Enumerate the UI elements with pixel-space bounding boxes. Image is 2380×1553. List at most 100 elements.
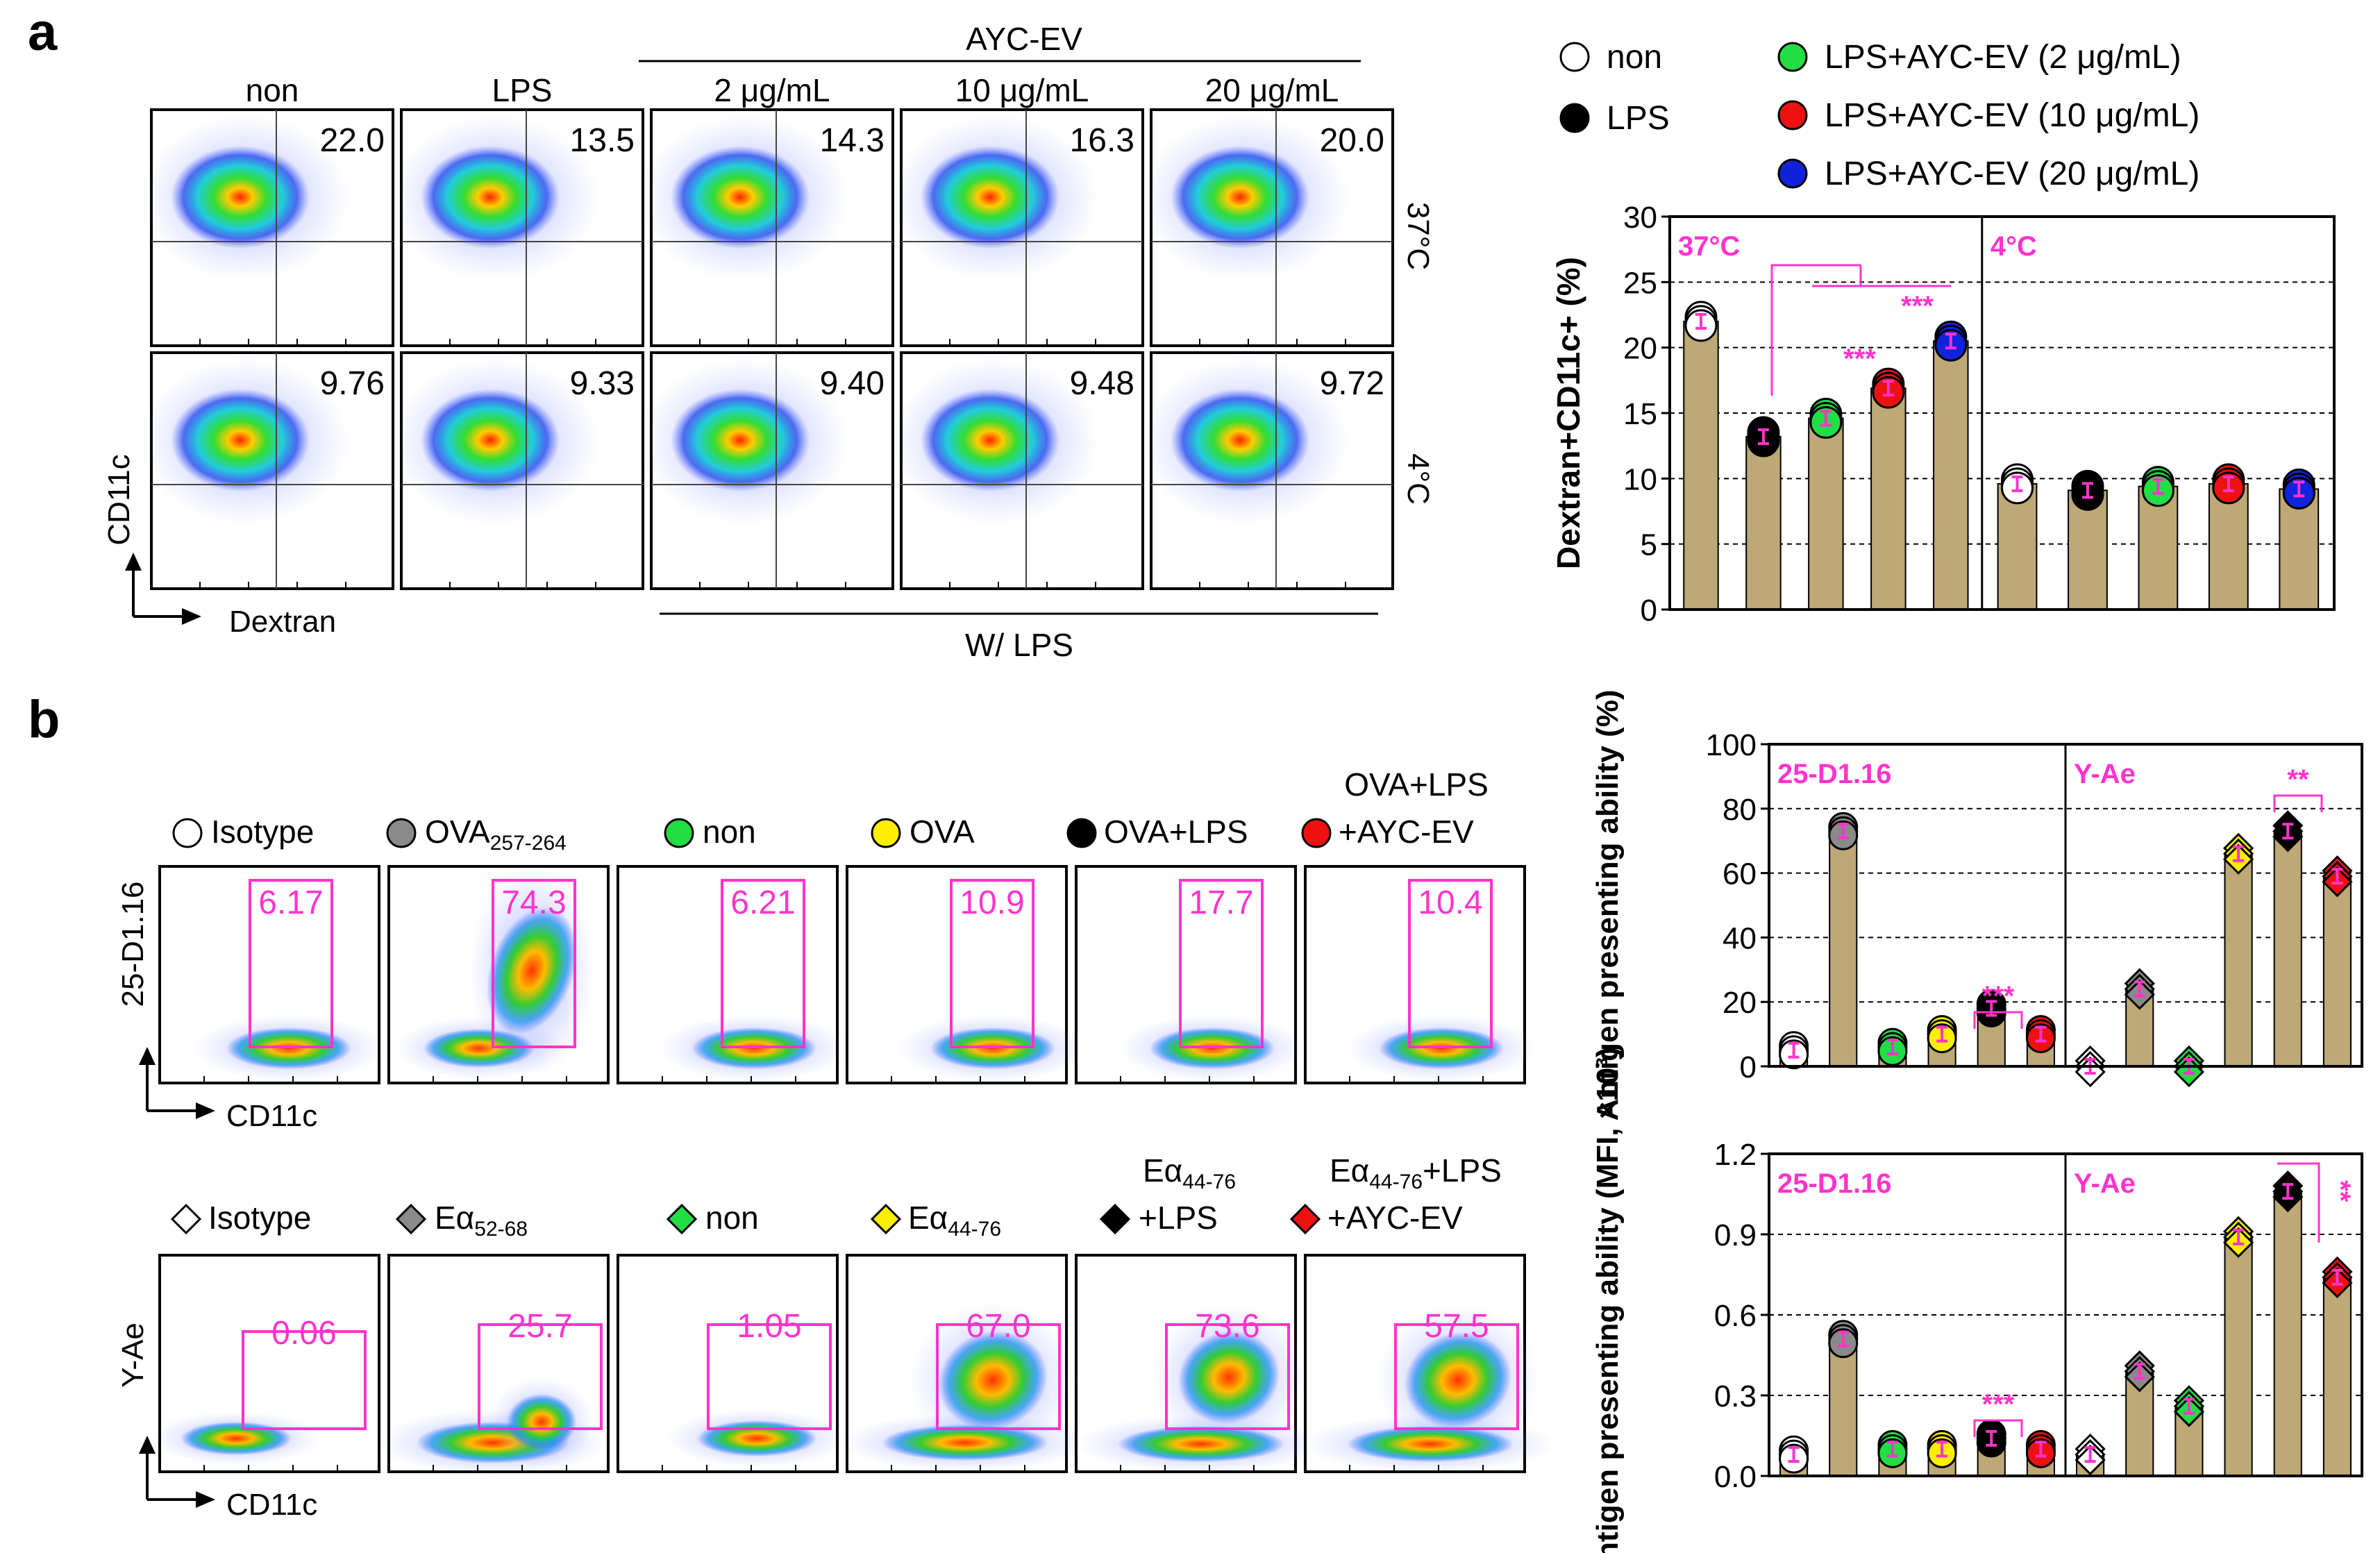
row2-y-axis-label: Y-Ae <box>116 1323 150 1388</box>
flow-value-a-r0-c3: 16.3 <box>1070 122 1134 159</box>
panel-a-x-axis-label: Dextran <box>229 605 336 639</box>
section-label-0: 25-D1.16 <box>1777 1168 1892 1199</box>
legend-isotype-marker <box>172 818 203 848</box>
plot-frame <box>1768 743 2363 1068</box>
legend2-ea44-text: Eα <box>908 1200 948 1236</box>
dextran-bar-chart: 0 5 10 15 20 25 30 37°C 4°C Dextran+CD11c+ (%) ***… <box>1550 201 2336 628</box>
y-axis-label: Antigen presenting ability (MFI, ×10³) <box>1591 1047 1625 1553</box>
row1-legend: Isotype OVA257-264 non OVA OVA+LPS OVA+L… <box>172 766 1489 855</box>
y-axis-label: Dextran+CD11c+ (%) <box>1550 257 1586 569</box>
y-tick-label: 0.0 <box>1714 1460 1757 1494</box>
flow-value-a-r0-c1: 13.5 <box>570 122 635 159</box>
y-tick-label: 100 <box>1706 728 1757 762</box>
legend2-isotype-label: Isotype <box>208 1200 311 1236</box>
legend2-ea44-label: Eα44-76 <box>908 1200 1001 1241</box>
flow-gate <box>1179 879 1264 1048</box>
antigen-presenting-percent-chart: 0 20 40 60 80 100 25-D1.16 Y-Ae Antigen presenti… <box>1591 690 2363 1120</box>
flow-plot-b-r0-c5: 10.4 <box>1304 865 1535 1084</box>
legend-a-label-0: non <box>1607 39 1662 76</box>
flow-density-blob <box>486 907 578 1034</box>
row1-x-axis-label: CD11c <box>226 1099 317 1133</box>
flow-plot-a-r0-c2: 14.3 <box>641 108 894 347</box>
legend2-ea44-lps-ayc-line2: +AYC-EV <box>1327 1200 1463 1236</box>
sig-bracket <box>1973 1011 2023 1029</box>
y-tick-label: 0.6 <box>1714 1299 1757 1333</box>
flow-value-b-r0-c2: 6.21 <box>730 884 795 921</box>
flow-density-blob <box>1347 1426 1514 1462</box>
section-label-0: 25-D1.16 <box>1777 759 1892 789</box>
flow-plot-a-r1-c2: 9.40 <box>641 351 894 590</box>
flow-plot-b-r1-c2: 1.05 <box>617 1254 846 1473</box>
flow-value-b-r0-c4: 17.7 <box>1189 884 1253 921</box>
flow-density-blob <box>938 1330 1048 1430</box>
y-tick-label: 1.2 <box>1714 1138 1757 1172</box>
y-tick-label: 20 <box>1623 332 1657 366</box>
y-tick-label: 5 <box>1641 528 1657 562</box>
flow-density-blob <box>181 1422 292 1455</box>
row2-legend: Isotype Eα52-68 non Eα44-76 Eα44-76 +LPS… <box>170 1152 1502 1241</box>
legend-ova-peptide-label: OVA257-264 <box>425 814 567 855</box>
column-label-0: non <box>246 72 299 108</box>
y-tick-label: 20 <box>1723 986 1757 1020</box>
column-label-3: 10 μg/mL <box>955 72 1089 108</box>
bar <box>1808 417 1844 611</box>
section-label-1: Y-Ae <box>2074 759 2136 789</box>
legend-non-label: non <box>703 814 756 850</box>
flow-density-blob <box>671 389 810 492</box>
panel-a-y-axis-label: CD11c <box>102 454 136 545</box>
bar <box>2273 1191 2302 1477</box>
flow-plot-b-r0-c1: 74.3 <box>387 865 610 1084</box>
flow-gate <box>242 1330 367 1430</box>
bar <box>2273 830 2302 1068</box>
flow-plot-a-r1-c4: 9.72 <box>1141 351 1394 590</box>
y-tick-label: 80 <box>1723 793 1757 827</box>
legend-ova-lps-ayc-marker <box>1301 818 1332 848</box>
legend2-ea44-lps-ayc-subscript: 44-76 <box>1369 1170 1423 1193</box>
legend2-ea44-subscript: 44-76 <box>948 1218 1001 1241</box>
flow-plot-b-r0-c3: 10.9 <box>846 865 1087 1084</box>
flow-value-a-r1-c4: 9.72 <box>1320 365 1384 402</box>
flow-density-blob <box>171 389 310 492</box>
flow-gate <box>1408 879 1493 1048</box>
flow-plot-a-r0-c0: 22.0 <box>141 108 394 347</box>
row2-x-axis-label: CD11c <box>226 1488 317 1522</box>
legend-a-marker-3 <box>1777 100 1808 131</box>
legend-a-label-2: LPS+AYC-EV (2 μg/mL) <box>1825 39 2181 76</box>
flow-plot-b-r0-c0: 6.17 <box>158 865 383 1084</box>
flow-gate <box>721 879 805 1048</box>
row-label-37c: 37°C <box>1401 202 1435 270</box>
flow-plot-b-r0-c2: 6.21 <box>617 865 848 1084</box>
column-label-2: 2 μg/mL <box>714 72 830 108</box>
flow-value-b-r0-c3: 10.9 <box>959 884 1024 921</box>
section-label-0: 37°C <box>1678 231 1740 262</box>
row2-axis-arrows <box>139 1436 215 1508</box>
w-lps-label: W/ LPS <box>965 627 1073 663</box>
flow-value-a-r1-c1: 9.33 <box>570 365 635 402</box>
column-label-4: 20 μg/mL <box>1205 72 1339 108</box>
legend-isotype-label: Isotype <box>211 814 314 850</box>
panel-a-flow-grid: non LPS 2 μg/mL 10 μg/mL 20 μg/mL 22.0 13.5 14.… <box>141 72 1394 590</box>
flow-gate <box>707 1323 832 1430</box>
flow-plot-a-r1-c1: 9.33 <box>391 351 644 590</box>
flow-value-b-r0-c1: 74.3 <box>501 884 566 921</box>
bar <box>2224 1236 2253 1477</box>
legend-non-marker <box>664 818 694 848</box>
flow-value-a-r1-c2: 9.40 <box>820 365 885 402</box>
legend2-ea44-marker <box>870 1203 902 1235</box>
flow-density-blob <box>1178 1331 1280 1424</box>
flow-plot-b-r1-c5: 57.5 <box>1304 1254 1555 1473</box>
flow-density-blob <box>421 146 560 249</box>
bar <box>2322 875 2352 1067</box>
panel-b-flow-grid: 6.17 74.3 6.21 10.9 17.7 10.4 0.06 25.7 1.05 67.0… <box>153 865 1555 1476</box>
legend2-ea44-lps-ayc-text: Eα <box>1330 1152 1369 1189</box>
legend2-ea52-text: Eα <box>435 1200 474 1236</box>
legend-a-label-3: LPS+AYC-EV (10 μg/mL) <box>1825 97 2199 134</box>
sig-bracket <box>1859 265 1951 287</box>
flow-plot-a-r0-c4: 20.0 <box>1141 108 1394 347</box>
flow-plot-a-r0-c3: 16.3 <box>891 108 1144 347</box>
flow-value-a-r0-c4: 20.0 <box>1320 122 1384 159</box>
panel-b-letter: b <box>28 690 60 749</box>
legend-a-marker-1 <box>1559 103 1590 133</box>
bar <box>1870 387 1906 610</box>
